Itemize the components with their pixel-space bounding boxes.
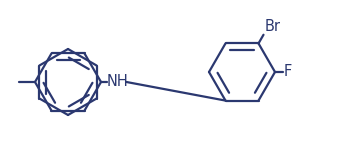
Text: F: F	[284, 64, 292, 80]
Text: NH: NH	[107, 75, 129, 90]
Text: Br: Br	[265, 19, 280, 34]
